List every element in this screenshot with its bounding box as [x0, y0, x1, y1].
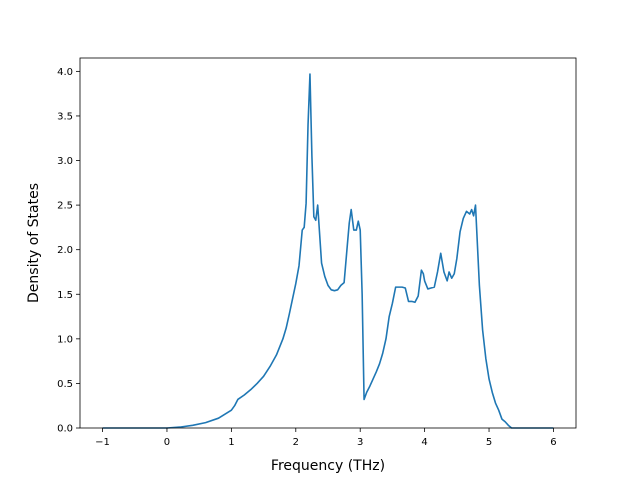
x-tick-label: 2: [293, 437, 299, 448]
x-tick-label: 6: [550, 437, 556, 448]
y-tick-label: 3.0: [57, 156, 73, 167]
x-tick-label: 5: [486, 437, 492, 448]
x-tick-label: 0: [164, 437, 170, 448]
x-axis-ticks: −1 0 1 2 3 4 5 6: [95, 428, 557, 448]
axes-frame: [79, 57, 577, 429]
x-tick-label: −1: [95, 437, 110, 448]
y-tick-label: 0.5: [57, 379, 73, 390]
y-tick-label: 2.0: [57, 245, 73, 256]
y-tick-label: 1.5: [57, 290, 73, 301]
x-tick-label: 1: [228, 437, 234, 448]
y-tick-label: 1.0: [57, 334, 73, 345]
dos-series-line: [102, 73, 554, 429]
plot-area: [79, 57, 577, 429]
y-tick-label: 2.5: [57, 201, 73, 212]
y-tick-label: 0.0: [57, 424, 73, 435]
y-axis-ticks: 0.0 0.5 1.0 1.5 2.0 2.5 3.0 3.5 4.0: [57, 67, 80, 435]
x-tick-label: 3: [357, 437, 363, 448]
y-tick-label: 3.5: [57, 111, 73, 122]
axes-background: [80, 58, 576, 428]
y-tick-label: 4.0: [57, 67, 73, 78]
x-axis-label: Frequency (THz): [271, 458, 385, 474]
y-axis-label: Density of States: [26, 183, 42, 303]
x-tick-label: 4: [421, 437, 427, 448]
